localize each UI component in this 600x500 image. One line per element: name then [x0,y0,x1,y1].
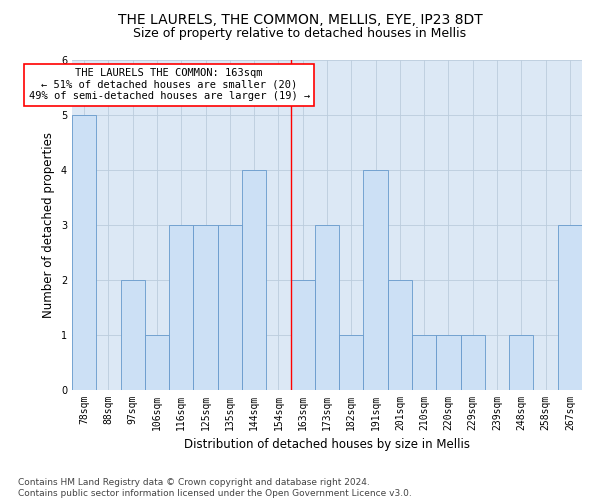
Bar [242,170,266,390]
Bar [145,335,169,390]
Bar [558,225,582,390]
Text: THE LAURELS THE COMMON: 163sqm
← 51% of detached houses are smaller (20)
49% of : THE LAURELS THE COMMON: 163sqm ← 51% of … [29,68,310,102]
Bar [509,335,533,390]
Bar [290,280,315,390]
Bar [121,280,145,390]
Bar [218,225,242,390]
Bar [72,115,96,390]
Bar [169,225,193,390]
Bar [193,225,218,390]
X-axis label: Distribution of detached houses by size in Mellis: Distribution of detached houses by size … [184,438,470,452]
Text: Size of property relative to detached houses in Mellis: Size of property relative to detached ho… [133,28,467,40]
Bar [315,225,339,390]
Text: THE LAURELS, THE COMMON, MELLIS, EYE, IP23 8DT: THE LAURELS, THE COMMON, MELLIS, EYE, IP… [118,12,482,26]
Bar [461,335,485,390]
Bar [436,335,461,390]
Y-axis label: Number of detached properties: Number of detached properties [43,132,55,318]
Bar [388,280,412,390]
Text: Contains HM Land Registry data © Crown copyright and database right 2024.
Contai: Contains HM Land Registry data © Crown c… [18,478,412,498]
Bar [364,170,388,390]
Bar [339,335,364,390]
Bar [412,335,436,390]
